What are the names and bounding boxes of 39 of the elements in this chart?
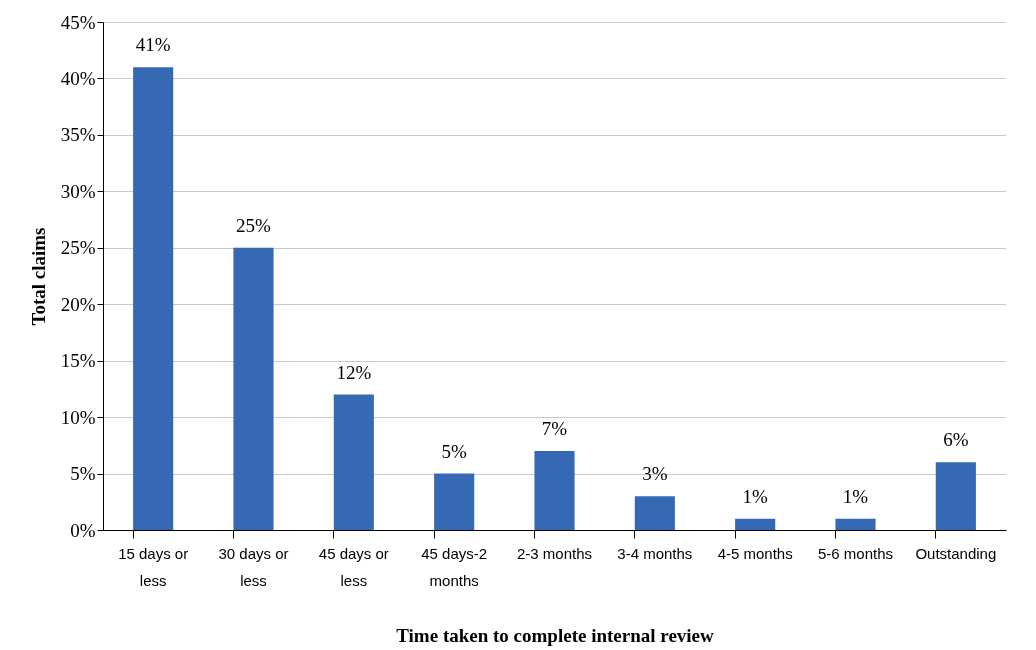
data-label: 1% xyxy=(742,485,768,507)
y-tick-label: 45% xyxy=(60,11,96,33)
y-tick-label: 35% xyxy=(60,124,96,146)
y-tick-label: 5% xyxy=(70,463,96,485)
bar xyxy=(735,518,776,530)
y-tick-label: 20% xyxy=(60,293,96,315)
x-tick-label: 3-4 months xyxy=(617,544,693,562)
bar xyxy=(835,518,876,530)
x-axis-title: Time taken to complete internal review xyxy=(396,624,715,646)
y-tick-label: 30% xyxy=(60,180,96,202)
y-tick-label: 0% xyxy=(70,519,96,541)
bar xyxy=(534,450,575,530)
y-tick-label: 25% xyxy=(60,237,96,259)
y-tick-label: 10% xyxy=(60,406,96,428)
x-tick-label: 5-6 months xyxy=(817,544,894,562)
bar xyxy=(133,67,174,530)
x-tick-label: 45 days or less xyxy=(318,544,389,589)
data-label: 7% xyxy=(541,417,568,439)
x-tick-label: Outstanding xyxy=(915,544,997,562)
y-tick-label: 15% xyxy=(60,350,96,372)
y-tick-label: 40% xyxy=(60,67,96,89)
x-tick-label: 15 days or less xyxy=(118,544,189,589)
x-tick-label: 45 days-2 months xyxy=(421,544,488,589)
y-axis-title: Total claims xyxy=(27,227,49,326)
data-label: 12% xyxy=(336,361,372,383)
bar xyxy=(935,462,976,530)
bar xyxy=(333,394,374,530)
data-label: 1% xyxy=(842,485,869,507)
data-label: 3% xyxy=(642,463,668,485)
bar xyxy=(634,496,675,530)
x-tick-label: 30 days or less xyxy=(218,544,289,589)
x-tick-label: 2-3 months xyxy=(516,544,593,562)
data-label: 5% xyxy=(441,440,467,462)
x-tick-label: 4-5 months xyxy=(717,544,793,562)
data-label: 6% xyxy=(943,429,969,451)
bar xyxy=(434,473,475,530)
bar xyxy=(233,247,274,530)
data-label: 25% xyxy=(236,214,272,236)
data-label: 41% xyxy=(135,34,171,56)
